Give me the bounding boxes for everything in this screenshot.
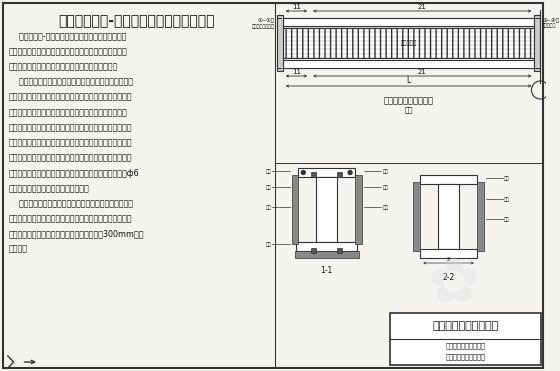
Text: ✿: ✿ [427,255,480,315]
Bar [355,175,362,244]
Bar [534,15,540,71]
Text: 锚栓: 锚栓 [382,204,388,210]
Bar [295,251,359,258]
Text: 主梁全面加固节点图一: 主梁全面加固节点图一 [384,96,433,105]
Text: 钢丝绳网片: 钢丝绳网片 [400,40,417,46]
Text: 砂浆: 砂浆 [265,184,271,190]
Text: 土构件用水泥钉和绳卡固定连接，绳卡间距为300mm梅花: 土构件用水泥钉和绳卡固定连接，绳卡间距为300mm梅花 [9,230,144,239]
Text: 足时，钢丝绳网片应用角钢、钢板与锚栓通过固定张拉的方: 足时，钢丝绳网片应用角钢、钢板与锚栓通过固定张拉的方 [9,123,132,132]
Text: 钢丝绳网片的规格及砂浆厚度应根据计算确定。当梁正: 钢丝绳网片的规格及砂浆厚度应根据计算确定。当梁正 [9,78,133,86]
Bar [296,242,357,251]
Text: 不足时，钢丝绳网片应通过角钢与锚栓用一榻固定一端张拉: 不足时，钢丝绳网片应通过角钢与锚栓用一榻固定一端张拉 [9,154,132,162]
Text: 1-1: 1-1 [320,266,333,275]
Bar [277,15,283,71]
Bar [390,313,541,365]
Text: 型布置。: 型布置。 [9,245,28,254]
Text: 2-2: 2-2 [442,273,455,282]
Text: ③~④钢: ③~④钢 [542,18,559,23]
Text: 角钢: 角钢 [504,175,510,181]
Bar [283,28,534,58]
Bar [413,182,421,251]
Text: 角钢: 角钢 [265,242,271,246]
Bar [311,248,316,253]
Text: 迭加图。它作为一种主动加固的工法，既可取代碳纤维术: 迭加图。它作为一种主动加固的工法，既可取代碳纤维术 [9,47,128,56]
Text: 11: 11 [292,69,301,75]
Text: 主梁全面加固节点图一: 主梁全面加固节点图一 [446,354,486,360]
Bar [438,184,459,249]
Text: L: L [407,76,410,85]
Bar [338,172,342,177]
Bar [283,60,534,68]
Text: 截面受弯承载力不足时，钢丝绳网片应通过角钢与锚栓用一: 截面受弯承载力不足时，钢丝绳网片应通过角钢与锚栓用一 [9,93,132,102]
Bar [477,182,484,251]
Text: 距离: 距离 [404,106,413,113]
Text: 角钢: 角钢 [265,168,271,174]
Bar [298,168,355,177]
Text: 毛、刷净，并涂刷混凝土界面剂一遍，钢丝绳网片与原混凝: 毛、刷净，并涂刷混凝土界面剂一遍，钢丝绳网片与原混凝 [9,214,132,223]
Text: 2: 2 [447,257,450,262]
Text: 砂浆: 砂浆 [504,197,510,201]
Circle shape [301,171,305,174]
Text: 的留钢使钢丝绳与原构件留一定缝隙。: 的留钢使钢丝绳与原构件留一定缝隙。 [9,184,90,193]
Text: 梁钢丝绳网片加固说明: 梁钢丝绳网片加固说明 [446,343,486,349]
Text: 榻固定一端张拉的方式锚固干梁底；当梁顶负弯承载力不: 榻固定一端张拉的方式锚固干梁底；当梁顶负弯承载力不 [9,108,128,117]
Bar [338,248,342,253]
Text: 角钢锚固端: 角钢锚固端 [542,23,557,28]
Text: 的方式三面或四面围裹加图，围裹时，榻四角应各售一根ф6: 的方式三面或四面围裹加图，围裹时，榻四角应各售一根ф6 [9,169,139,178]
Text: 梁钢丝绳网片-聚合物砂浆外加层加固说明: 梁钢丝绳网片-聚合物砂浆外加层加固说明 [58,14,215,28]
Circle shape [348,171,352,174]
Bar [283,18,534,26]
Bar [311,172,316,177]
Text: 角钢: 角钢 [382,168,388,174]
Text: 为增强聚合物砂浆与原混凝土的粘结能力，结合面应置: 为增强聚合物砂浆与原混凝土的粘结能力，结合面应置 [9,199,133,208]
Text: 21: 21 [418,4,427,10]
Text: 砂浆: 砂浆 [382,184,388,190]
Bar [316,177,338,242]
Text: 11: 11 [292,4,301,10]
Text: 式锚固于梁端的板宽梁双榻来扎上；当梁斜截面变剪承载力: 式锚固于梁端的板宽梁双榻来扎上；当梁斜截面变剪承载力 [9,138,132,147]
Text: 梁钢丝绳网片加固做法: 梁钢丝绳网片加固做法 [432,321,499,331]
Bar [292,175,298,244]
Text: 网片: 网片 [265,204,271,210]
Bar [421,175,477,184]
Text: 网片: 网片 [504,217,510,221]
Text: 21: 21 [418,69,427,75]
Bar [421,249,477,258]
Text: 钢丝绳网片-聚合物砂浆外加层加固近似于增加截面: 钢丝绳网片-聚合物砂浆外加层加固近似于增加截面 [9,32,126,41]
Text: ①~①钢: ①~①钢 [258,18,275,23]
Text: 可取代套钢。其如图工法应根据架的受力情况而定。: 可取代套钢。其如图工法应根据架的受力情况而定。 [9,62,118,71]
Text: 聚合物砂浆加固层: 聚合物砂浆加固层 [252,24,275,29]
